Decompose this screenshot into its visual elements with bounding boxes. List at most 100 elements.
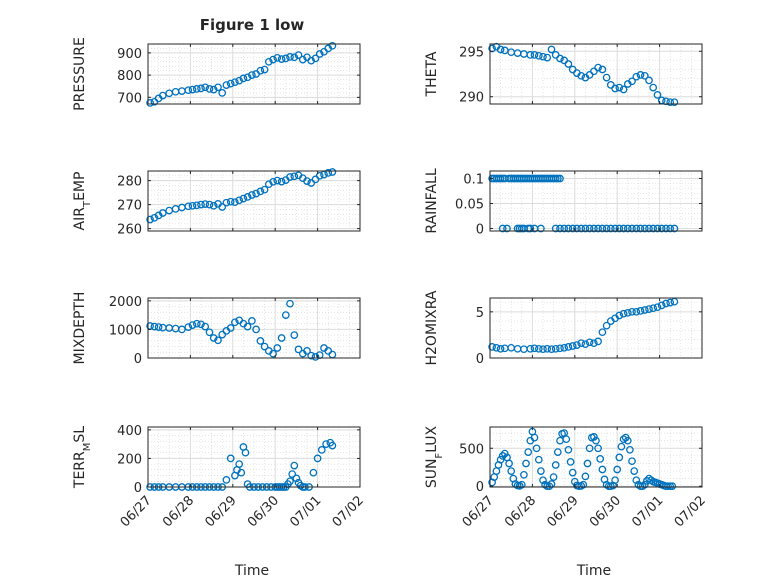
data-point — [653, 224, 662, 233]
data-point — [573, 341, 581, 349]
data-point — [530, 344, 539, 353]
data-point — [209, 201, 218, 210]
subplot-grid: 700 800 900 PRESSURE 290 295 THETA 260 270 280 AIR… — [72, 37, 709, 530]
data-point — [146, 99, 154, 107]
data-point — [214, 336, 222, 345]
data-point — [197, 320, 205, 329]
data-point — [252, 325, 260, 334]
data-point — [188, 321, 197, 329]
data-point — [562, 435, 571, 444]
data-point — [657, 224, 666, 233]
data-point — [649, 304, 658, 313]
data-point — [594, 444, 602, 453]
y-tick-label: 0 — [134, 352, 142, 367]
data-point — [226, 197, 235, 206]
data-point — [594, 224, 602, 233]
data-point — [328, 441, 337, 450]
data-point — [532, 444, 541, 453]
data-point — [241, 448, 250, 457]
data-point — [496, 45, 505, 54]
data-point — [231, 78, 239, 87]
data-point — [184, 323, 193, 331]
data-point — [328, 168, 337, 176]
data-point — [158, 91, 167, 100]
data-point — [653, 303, 662, 312]
y-tick-label: 400 — [117, 424, 142, 439]
data-point — [581, 472, 590, 481]
axes-box — [489, 297, 703, 359]
y-axis-label: THETA — [424, 51, 440, 97]
data-point — [231, 198, 239, 207]
data-point — [636, 307, 645, 315]
subplot-h2omixra: 0 5 H2OMIXRA — [424, 290, 703, 367]
data-point — [543, 53, 552, 62]
data-point — [222, 198, 231, 207]
data-point — [645, 76, 653, 85]
data-point — [226, 454, 235, 463]
data-point — [623, 308, 632, 317]
data-point — [248, 71, 256, 79]
y-tick-label: 0 — [134, 481, 142, 496]
data-point — [526, 51, 535, 59]
data-point — [556, 344, 564, 353]
data-point — [581, 340, 590, 349]
data-point — [256, 187, 265, 196]
data-point — [281, 54, 290, 63]
data-point — [201, 83, 210, 92]
data-point — [218, 203, 227, 211]
data-point — [590, 339, 598, 348]
data-point — [178, 325, 186, 334]
data-point — [235, 76, 244, 85]
data-point — [264, 57, 273, 66]
data-point — [222, 476, 231, 484]
data-point — [237, 468, 246, 477]
y-tick-label: 280 — [117, 175, 142, 190]
data-point — [197, 200, 205, 209]
data-point — [243, 73, 252, 82]
data-point — [496, 455, 505, 464]
data-point — [307, 351, 316, 360]
y-tick-label: 500 — [459, 442, 484, 457]
data-point — [602, 73, 611, 82]
data-point — [498, 224, 507, 233]
data-point — [328, 41, 337, 50]
data-point — [260, 65, 269, 74]
data-point — [530, 433, 539, 442]
data-point — [205, 85, 214, 93]
data-point — [286, 173, 294, 181]
y-tick-label: 900 — [117, 47, 142, 62]
data-point — [273, 176, 282, 185]
data-point — [662, 97, 670, 106]
data-point — [577, 224, 586, 233]
data-point — [260, 185, 269, 194]
y-tick-label: 260 — [117, 223, 142, 238]
data-point — [256, 66, 265, 75]
data-point — [507, 467, 516, 475]
y-axis-label: AIRTEMP — [72, 172, 93, 231]
data-point — [243, 322, 252, 331]
data-point — [150, 213, 159, 222]
y-axis-label: TERRMSL — [72, 426, 93, 489]
data-point — [615, 453, 624, 462]
data-point — [317, 446, 326, 454]
data-point — [598, 465, 607, 474]
data-point — [248, 317, 256, 325]
data-point — [619, 309, 628, 318]
data-point — [260, 342, 269, 351]
y-tick-label: 270 — [117, 199, 142, 214]
data-point — [579, 480, 588, 489]
data-point — [500, 449, 509, 458]
y-tick-label: 0.05 — [455, 198, 484, 213]
data-point — [619, 224, 628, 233]
data-point — [611, 476, 619, 485]
axes-box — [147, 426, 361, 488]
y-tick-label: 0 — [476, 480, 484, 495]
y-tick-label: 0 — [476, 223, 484, 238]
data-point — [273, 53, 282, 62]
data-point — [630, 467, 639, 475]
data-point — [590, 433, 598, 441]
data-point — [201, 200, 210, 208]
data-point — [628, 457, 636, 466]
data-point — [619, 85, 628, 94]
